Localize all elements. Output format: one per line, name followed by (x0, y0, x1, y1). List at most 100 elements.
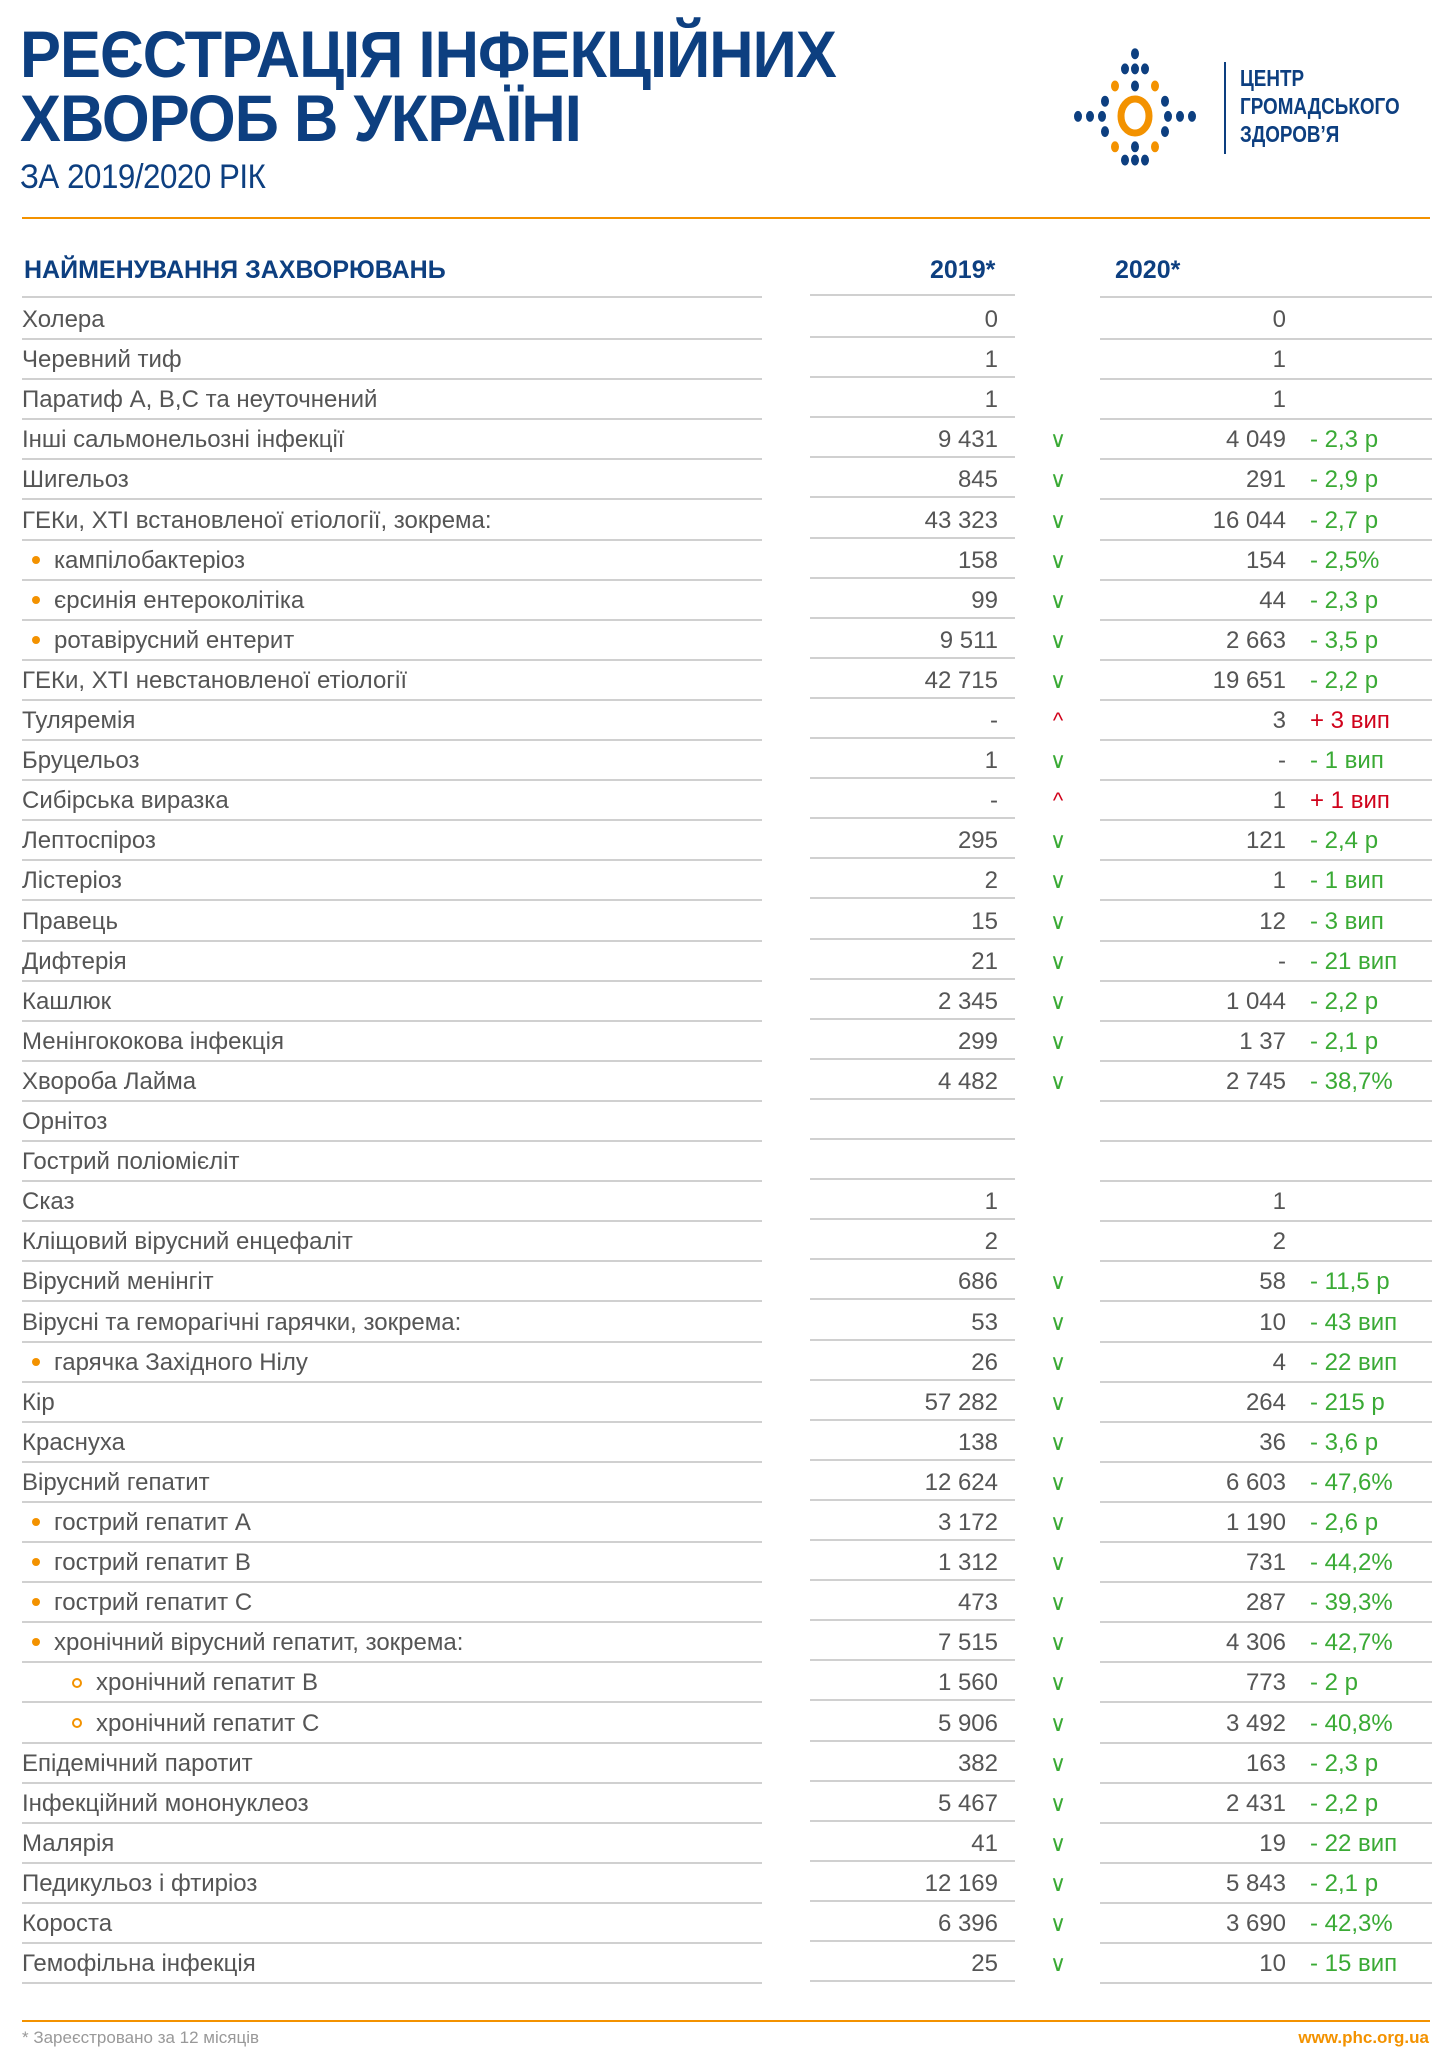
value-2020: - (1278, 747, 1286, 775)
bullet-icon (32, 1518, 40, 1527)
value-2020: 10 (1259, 1308, 1286, 1336)
value-2020-cell: 6 603 - 47,6% (1100, 1463, 1432, 1503)
disease-name: Педикульоз і фтиріоз (22, 1864, 762, 1904)
value-2020: 1 044 (1225, 987, 1286, 1015)
disease-name: Гострий поліомієліт (22, 1142, 762, 1183)
trend-down-icon: ∨ (1049, 1510, 1067, 1535)
table-row: гострий гепатит С 473 ∨ 287 - 39,3% (0, 1583, 1441, 1624)
change-value: - 47,6% (1310, 1468, 1393, 1496)
logo-text-line: ЦЕНТР (1240, 65, 1305, 91)
column-header-2019: 2019* (930, 256, 996, 284)
trend-down-icon: ∨ (1049, 1068, 1067, 1094)
value-2019: 5 467 (937, 1789, 998, 1817)
change-value: - 3,6 р (1310, 1428, 1379, 1456)
table-row: Черевний тиф 1 1 (0, 340, 1441, 381)
change-value: - 21 вип (1310, 947, 1398, 975)
table-row: Правець 15 ∨ 12 - 3 вип (0, 902, 1441, 942)
value-2020-cell: 36 - 3,6 р (1100, 1423, 1432, 1463)
logo-dot (1131, 141, 1139, 153)
header-line (1100, 258, 1432, 298)
value-2019-cell: 382 (810, 1744, 1015, 1782)
disease-name-text: Вірусний гепатит (22, 1468, 210, 1496)
disease-name: Менінгококова інфекція (22, 1022, 762, 1062)
disease-name-text: єрсинія ентероколітіка (54, 586, 305, 614)
logo-dot (1131, 80, 1139, 92)
value-2020-cell: 12 - 3 вип (1100, 902, 1432, 942)
change-value: + 3 вип (1310, 707, 1390, 734)
disease-name: Епідемічний паротит (22, 1744, 762, 1784)
value-2019: 99 (971, 586, 998, 614)
bullet-icon (32, 1558, 40, 1567)
change-value: - 1 вип (1310, 747, 1384, 775)
disease-name-text: ГЕКи, ХТІ встановленої етіології, зокрем… (22, 506, 492, 534)
trend-down-icon: ∨ (1049, 1590, 1067, 1616)
disease-name: ГЕКи, ХТІ встановленої етіології, зокрем… (22, 501, 762, 541)
value-2020-cell: 1 - 1 вип (1100, 861, 1432, 902)
value-2019: 12 624 (924, 1468, 998, 1496)
disease-name: Лептоспіроз (22, 821, 762, 862)
value-2019-cell: 9 431 (810, 420, 1015, 459)
value-2019-cell (810, 1102, 1015, 1140)
value-2019: 9 511 (939, 626, 998, 654)
change-value: - 2,4 р (1310, 827, 1379, 855)
value-2019: 6 396 (937, 1910, 998, 1937)
value-2019-cell: 845 (810, 460, 1015, 499)
value-2019: 7 515 (937, 1629, 998, 1657)
value-2020: 3 690 (1225, 1910, 1286, 1937)
value-2019-cell: 15 (810, 902, 1015, 940)
change-value: - 2,2 р (1310, 1789, 1379, 1817)
table-row: Паратиф А, В,С та неуточнений 1 1 (0, 380, 1441, 421)
logo-dot (1161, 126, 1169, 138)
disease-name-text: Гемофільна інфекція (22, 1950, 256, 1978)
change-value: - 2,5% (1310, 546, 1380, 574)
value-2019: 1 312 (937, 1549, 998, 1577)
disease-name-text: Шигельоз (22, 466, 129, 494)
disease-name: Кашлюк (22, 982, 762, 1022)
table-row: Малярія 41 ∨ 19 - 22 вип (0, 1824, 1441, 1864)
logo-dot (1188, 110, 1196, 122)
value-2020: 10 (1259, 1950, 1286, 1978)
value-2020-cell (1100, 1142, 1432, 1183)
value-2019: 2 345 (937, 987, 998, 1015)
trend-down-icon: ∨ (1049, 1951, 1067, 1977)
value-2020: 1 (1272, 346, 1286, 374)
value-2020: 6 603 (1225, 1468, 1286, 1496)
value-2020-cell: 16 044 - 2,7 р (1100, 501, 1432, 541)
logo-text: ЦЕНТР ГРОМАДСЬКОГО ЗДОРОВ’Я (1240, 64, 1400, 148)
disease-name-text: Правець (22, 907, 119, 935)
logo-dot (1111, 80, 1119, 92)
table-row: Сибірська виразка - ^ 1 + 1 вип (0, 781, 1441, 822)
header-divider (22, 217, 1430, 219)
value-2020: 4 306 (1225, 1629, 1286, 1657)
table-row: хронічний гепатит С 5 906 ∨ 3 492 - 40,8% (0, 1704, 1441, 1744)
table-row: Лістеріоз 2 ∨ 1 - 1 вип (0, 861, 1441, 902)
value-2020-cell: 1 + 1 вип (1100, 781, 1432, 822)
value-2019-cell: 1 (810, 340, 1015, 379)
trend-down-icon: ∨ (1049, 507, 1067, 533)
value-2020-cell: 291 - 2,9 р (1100, 460, 1432, 501)
trend-down-icon: ∨ (1049, 1670, 1067, 1696)
disease-name-text: гарячка Західного Нілу (54, 1348, 308, 1376)
table-row: ГЕКи, ХТІ встановленої етіології, зокрем… (0, 501, 1441, 541)
value-2019: 9 431 (937, 426, 998, 454)
disease-name-text: Паратиф А, В,С та неуточнений (22, 386, 378, 414)
trend-down-icon: ∨ (1049, 1389, 1067, 1415)
table-row: хронічний гепатит В 1 560 ∨ 773 - 2 р (0, 1663, 1441, 1704)
trend-down-icon: ∨ (1049, 1469, 1067, 1495)
value-2020: 291 (1245, 466, 1286, 494)
trend-down-icon: ∨ (1049, 547, 1067, 573)
value-2020: 264 (1245, 1388, 1286, 1416)
value-2019-cell: 99 (810, 581, 1015, 619)
value-2019-cell: 299 (810, 1022, 1015, 1060)
change-value: - 44,2% (1310, 1549, 1393, 1577)
value-2020: 2 663 (1225, 626, 1286, 654)
table-row: Дифтерія 21 ∨ - - 21 вип (0, 942, 1441, 982)
value-2020-cell: 2 431 - 2,2 р (1100, 1784, 1432, 1824)
website-link[interactable]: www.phc.org.ua (1298, 2028, 1429, 2047)
trend-down-icon: ∨ (1049, 1429, 1067, 1455)
value-2020-cell: 121 - 2,4 р (1100, 821, 1432, 862)
value-2019-cell: - (810, 701, 1015, 739)
value-2019-cell (810, 1142, 1015, 1181)
disease-name: кампілобактеріоз (22, 541, 762, 581)
value-2019: 158 (957, 546, 998, 574)
